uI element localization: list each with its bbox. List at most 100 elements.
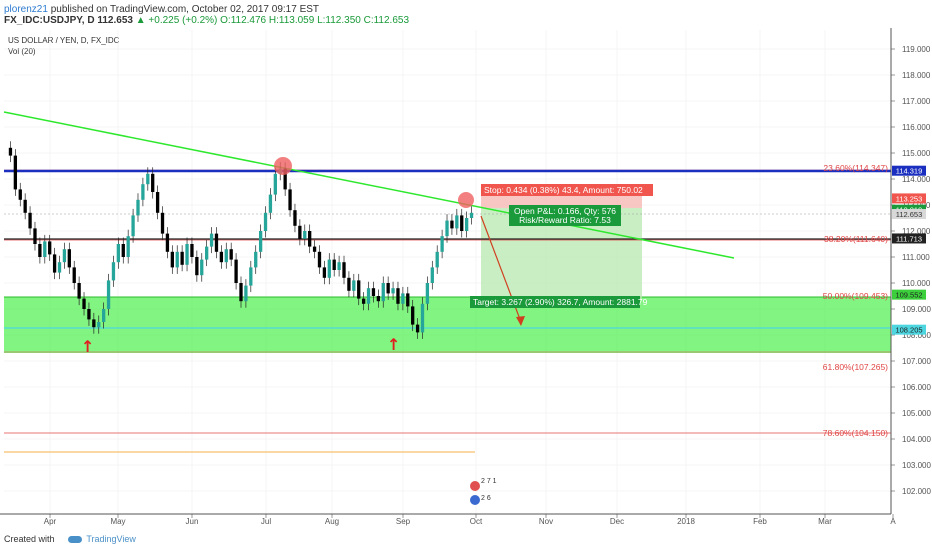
price-tick-label: 102.000 <box>902 487 931 496</box>
cloud-icon <box>68 536 82 544</box>
time-tick-label: Dec <box>610 517 624 526</box>
candle-body <box>180 251 184 265</box>
price-tick-label: 110.000 <box>902 279 931 288</box>
time-axis-ticks: Apr May Jun Jul Aug Sep Oct Nov Dec 2018 Feb Mar A <box>44 514 896 526</box>
symbol-label[interactable]: FX_IDC:USDJPY, D <box>4 15 95 26</box>
price-badge <box>892 193 926 204</box>
candle-body <box>92 319 96 328</box>
candle-body <box>460 215 464 231</box>
support-zone <box>4 297 891 353</box>
created-with-label: Created with <box>4 534 55 544</box>
candle-body <box>165 233 170 252</box>
candle-body <box>234 259 238 283</box>
candle-body <box>332 259 336 270</box>
fib-label: 23.60%(114.347) <box>823 163 888 173</box>
candle-body <box>136 199 140 216</box>
candle-body <box>415 324 420 333</box>
candle-body <box>62 249 67 263</box>
candle-body <box>43 241 47 257</box>
candle-body <box>273 173 277 195</box>
price-badge-label: 111.713 <box>896 234 922 243</box>
fib-label: 78.60%(104.150) <box>823 428 888 438</box>
price-axis[interactable] <box>891 28 932 514</box>
candle-body <box>33 228 37 244</box>
candle-body <box>425 283 430 304</box>
candle-body <box>293 210 297 226</box>
candle-body <box>224 249 228 263</box>
candle-body <box>131 215 135 237</box>
candle-body <box>72 267 76 283</box>
chart-grid <box>4 30 894 514</box>
candle-body <box>263 212 268 231</box>
price-tick-label: 117.000 <box>902 97 931 106</box>
candle-body <box>258 231 263 252</box>
candle-body <box>435 251 439 268</box>
price-badge-label: 109.552 <box>895 291 922 300</box>
event-icon[interactable] <box>470 495 480 505</box>
candle-body <box>48 241 52 255</box>
candle-body <box>411 306 415 325</box>
projection-arrow-head <box>516 316 525 326</box>
time-tick-label: Jun <box>186 517 199 526</box>
candle-body <box>126 236 130 257</box>
candle-body <box>312 246 317 252</box>
chart-symbol-title: US DOLLAR / YEN, D, FX_IDC <box>8 36 120 45</box>
time-axis[interactable] <box>0 514 891 528</box>
price-badge <box>892 233 926 244</box>
candle-body <box>57 262 62 273</box>
candle-body <box>420 303 425 333</box>
candle-body <box>67 249 71 268</box>
candle-body <box>450 220 454 229</box>
bull-arrow-icon: ↑ <box>81 337 94 356</box>
candle-body <box>440 236 444 252</box>
time-tick-label: Mar <box>818 517 832 526</box>
time-tick-label: Sep <box>396 517 411 526</box>
target-label: Target: 3.267 (2.90%) 326.7, Amount: 288… <box>473 297 648 307</box>
volume-indicator-label[interactable]: Vol (20) <box>8 47 36 56</box>
candle-body <box>430 267 434 283</box>
candle-body <box>288 189 292 211</box>
candlestick-series <box>8 141 474 339</box>
candle-body <box>195 257 199 276</box>
candle-body <box>87 309 91 320</box>
candle-body <box>97 322 101 328</box>
candle-body <box>209 233 214 247</box>
candle-body <box>219 251 224 263</box>
candle-body <box>239 283 243 302</box>
candle-body <box>268 194 273 213</box>
time-tick-label: Nov <box>539 517 553 526</box>
candle-body <box>28 212 32 229</box>
candle-body <box>327 259 331 278</box>
fib-label: 61.80%(107.265) <box>823 362 888 372</box>
candle-body <box>366 288 371 304</box>
candle-body <box>381 283 385 302</box>
candle-body <box>401 293 405 304</box>
author-link[interactable]: plorenz21 <box>4 4 48 15</box>
downtrend-line <box>3 111 735 259</box>
candle-body <box>361 298 366 304</box>
candle-body <box>200 259 204 276</box>
time-tick-label: May <box>110 517 125 526</box>
candle-body <box>342 262 346 278</box>
price-tick-label: 103.000 <box>902 461 931 470</box>
stop-label: Stop: 0.434 (0.38%) 43.4, Amount: 750.02 <box>484 185 643 195</box>
candle-body <box>52 254 57 273</box>
tradingview-logo-link[interactable]: TradingView <box>68 534 136 544</box>
price-tick-label: 115.000 <box>902 149 931 158</box>
candle-body <box>283 168 287 190</box>
candle-body <box>111 262 116 281</box>
candle-body <box>151 173 155 192</box>
time-tick-label: Feb <box>753 517 767 526</box>
candle-body <box>455 215 459 229</box>
price-chart[interactable]: ↑ ↑ 23.60%(114.347) 38.20%(111.640) 50.0… <box>0 28 932 528</box>
candle-body <box>229 249 233 260</box>
candle-body <box>386 283 390 294</box>
time-tick-label: Aug <box>325 517 339 526</box>
price-change: ▲ +0.225 (+0.2%) <box>135 15 218 26</box>
price-badge <box>892 324 926 335</box>
candle-body <box>469 212 474 218</box>
event-icon[interactable] <box>470 481 480 491</box>
candle-body <box>23 199 27 213</box>
stop-label-box <box>481 184 653 196</box>
price-badge <box>892 209 926 220</box>
